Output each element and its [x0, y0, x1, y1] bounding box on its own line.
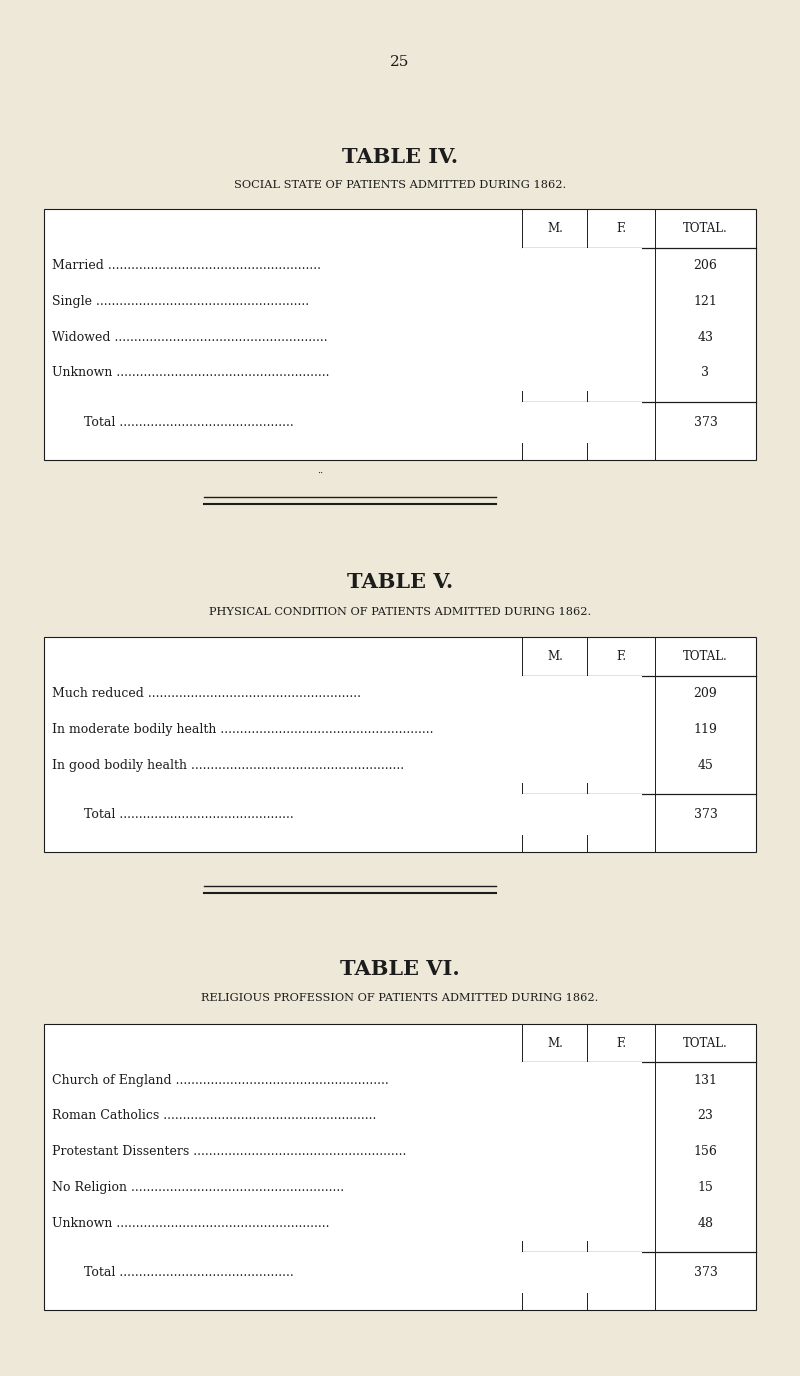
Bar: [522, 319, 642, 355]
Text: No Religion .......................................................: No Religion ............................…: [52, 1181, 344, 1194]
Text: 27: 27: [614, 1216, 629, 1230]
Text: TOTAL.: TOTAL.: [683, 1036, 728, 1050]
Text: 76: 76: [547, 294, 562, 308]
Text: PHYSICAL CONDITION OF PATIENTS ADMITTED DURING 1862.: PHYSICAL CONDITION OF PATIENTS ADMITTED …: [209, 607, 591, 616]
Text: 131: 131: [694, 1073, 718, 1087]
Text: 26: 26: [547, 758, 562, 772]
Bar: [522, 1098, 642, 1134]
Bar: [522, 283, 642, 319]
Text: 73: 73: [547, 1145, 562, 1159]
Text: Unknown .......................................................: Unknown ................................…: [52, 1216, 330, 1230]
Text: TABLE VI.: TABLE VI.: [340, 959, 460, 980]
Text: 2: 2: [551, 366, 558, 380]
Text: M.: M.: [547, 1036, 562, 1050]
Text: 45: 45: [613, 294, 629, 308]
Bar: [522, 402, 642, 443]
Bar: [522, 248, 642, 283]
Text: 13: 13: [613, 1109, 629, 1123]
Text: Widowed .......................................................: Widowed ................................…: [52, 330, 328, 344]
Text: 209: 209: [694, 687, 718, 700]
Text: 72: 72: [547, 1073, 562, 1087]
Text: 191: 191: [543, 416, 566, 429]
Text: 65: 65: [613, 722, 629, 736]
Text: 191: 191: [543, 808, 566, 821]
Text: F.: F.: [616, 1036, 626, 1050]
Bar: [44, 1024, 756, 1310]
Text: TABLE V.: TABLE V.: [347, 572, 453, 593]
Text: 19: 19: [613, 758, 629, 772]
Text: M.: M.: [547, 649, 562, 663]
Text: 23: 23: [698, 1109, 714, 1123]
Text: 113: 113: [609, 259, 633, 272]
Text: 1: 1: [617, 366, 625, 380]
Bar: [522, 1205, 642, 1241]
Text: 23: 23: [613, 330, 629, 344]
Text: Church of England .......................................................: Church of England ......................…: [52, 1073, 389, 1087]
Text: TOTAL.: TOTAL.: [683, 222, 728, 235]
Text: 191: 191: [543, 1266, 566, 1280]
Bar: [522, 1170, 642, 1205]
Text: 98: 98: [613, 687, 629, 700]
Text: 54: 54: [547, 722, 562, 736]
Text: Unknown .......................................................: Unknown ................................…: [52, 366, 330, 380]
Text: 25: 25: [390, 55, 410, 69]
Text: 373: 373: [694, 416, 718, 429]
Text: F.: F.: [616, 649, 626, 663]
Text: 48: 48: [698, 1216, 714, 1230]
Text: TOTAL.: TOTAL.: [683, 649, 728, 663]
Text: 3: 3: [702, 366, 710, 380]
Text: 111: 111: [543, 687, 567, 700]
Text: —: —: [615, 1181, 627, 1194]
Text: 373: 373: [694, 808, 718, 821]
Text: 121: 121: [694, 294, 718, 308]
Bar: [522, 1134, 642, 1170]
Text: 45: 45: [698, 758, 714, 772]
Text: 156: 156: [694, 1145, 718, 1159]
Bar: [522, 355, 642, 391]
Bar: [522, 676, 642, 711]
Text: Single .......................................................: Single .................................…: [52, 294, 309, 308]
Text: Protestant Dissenters .......................................................: Protestant Dissenters ..................…: [52, 1145, 406, 1159]
Text: 21: 21: [547, 1216, 562, 1230]
Text: In good bodily health .......................................................: In good bodily health ..................…: [52, 758, 404, 772]
Text: 206: 206: [694, 259, 718, 272]
Bar: [522, 1062, 642, 1098]
Bar: [44, 637, 756, 852]
Text: 182: 182: [609, 808, 633, 821]
Text: 10: 10: [547, 1109, 563, 1123]
Text: SOCIAL STATE OF PATIENTS ADMITTED DURING 1862.: SOCIAL STATE OF PATIENTS ADMITTED DURING…: [234, 180, 566, 190]
Text: 59: 59: [614, 1073, 629, 1087]
Bar: [522, 711, 642, 747]
Text: Much reduced .......................................................: Much reduced ...........................…: [52, 687, 361, 700]
Bar: [522, 1252, 642, 1293]
Text: 182: 182: [609, 416, 633, 429]
Text: Total .............................................: Total ..................................…: [52, 808, 294, 821]
Text: 20: 20: [547, 330, 562, 344]
Bar: [522, 794, 642, 835]
Text: Total .............................................: Total ..................................…: [52, 1266, 294, 1280]
Text: 15: 15: [547, 1181, 562, 1194]
Bar: [522, 747, 642, 783]
Text: RELIGIOUS PROFESSION OF PATIENTS ADMITTED DURING 1862.: RELIGIOUS PROFESSION OF PATIENTS ADMITTE…: [202, 993, 598, 1003]
Text: 43: 43: [698, 330, 714, 344]
Text: F.: F.: [616, 222, 626, 235]
Text: TABLE IV.: TABLE IV.: [342, 147, 458, 168]
Text: Married .......................................................: Married ................................…: [52, 259, 321, 272]
Text: 93: 93: [547, 259, 562, 272]
Text: 119: 119: [694, 722, 718, 736]
Text: ··: ··: [317, 469, 323, 477]
Text: In moderate bodily health ......................................................: In moderate bodily health ..............…: [52, 722, 434, 736]
Bar: [44, 209, 756, 460]
Text: M.: M.: [547, 222, 562, 235]
Text: 83: 83: [613, 1145, 629, 1159]
Text: 15: 15: [698, 1181, 714, 1194]
Text: Roman Catholics .......................................................: Roman Catholics ........................…: [52, 1109, 376, 1123]
Text: Total .............................................: Total ..................................…: [52, 416, 294, 429]
Text: 182: 182: [609, 1266, 633, 1280]
Text: 373: 373: [694, 1266, 718, 1280]
